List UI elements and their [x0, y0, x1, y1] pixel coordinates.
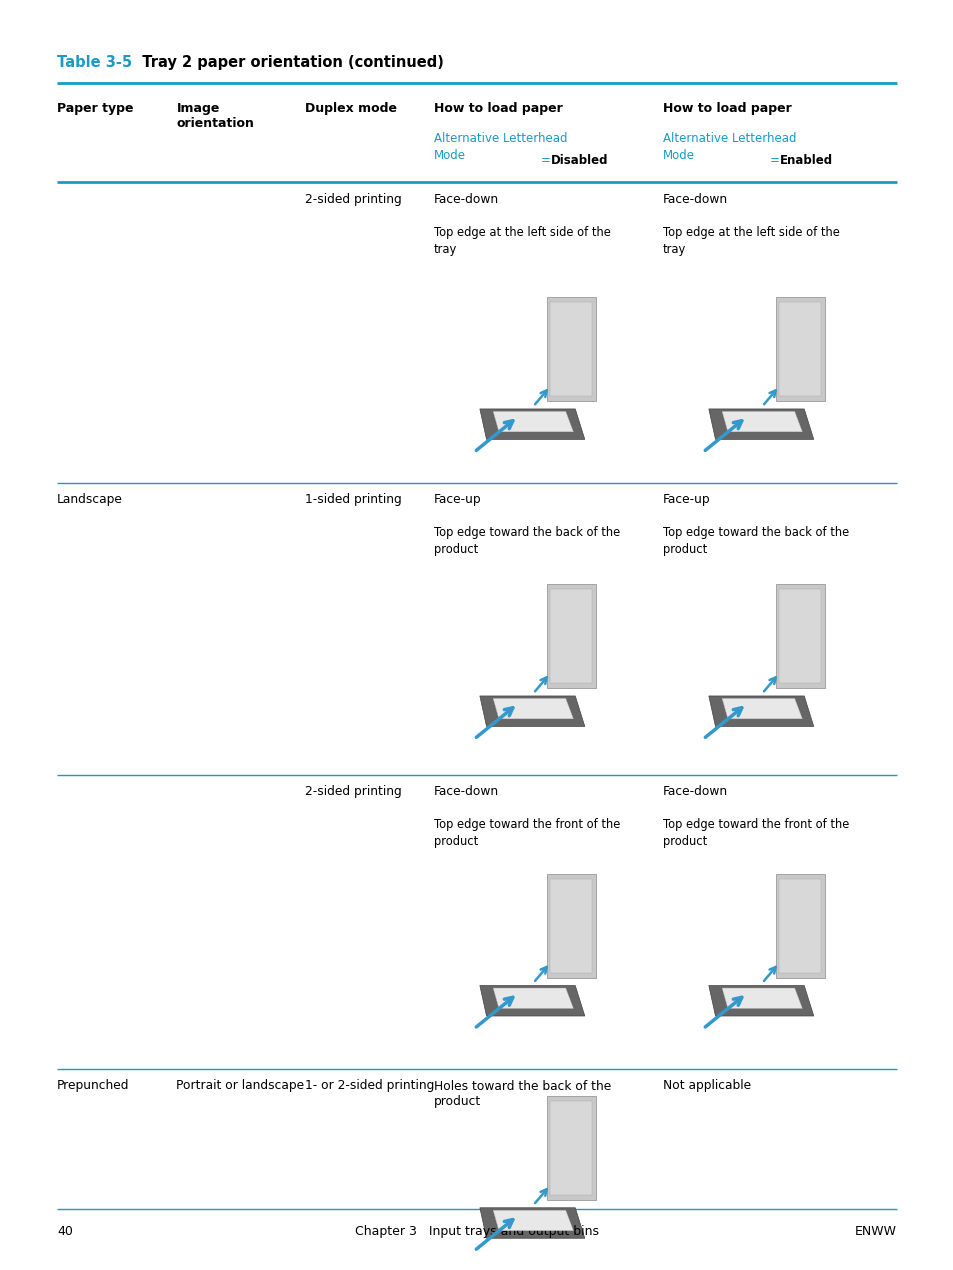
Bar — [775, 297, 824, 401]
Bar — [546, 1096, 596, 1200]
Text: Top edge toward the back of the
product: Top edge toward the back of the product — [662, 526, 848, 556]
Text: Top edge toward the back of the
product: Top edge toward the back of the product — [434, 526, 619, 556]
Text: Prepunched: Prepunched — [57, 1080, 130, 1092]
Polygon shape — [721, 411, 801, 432]
Bar — [779, 879, 821, 973]
Text: How to load paper: How to load paper — [434, 102, 562, 114]
Text: Face-down: Face-down — [434, 193, 498, 206]
Bar — [546, 584, 596, 688]
Polygon shape — [479, 986, 584, 1016]
Text: Face-up: Face-up — [662, 493, 710, 505]
Text: Top edge toward the front of the
product: Top edge toward the front of the product — [662, 818, 848, 848]
Bar — [550, 589, 592, 683]
Text: Landscape: Landscape — [57, 493, 123, 505]
Text: 40: 40 — [57, 1226, 73, 1238]
Text: Paper type: Paper type — [57, 102, 133, 114]
Bar — [779, 589, 821, 683]
Polygon shape — [721, 988, 801, 1008]
Text: Tray 2 paper orientation (continued): Tray 2 paper orientation (continued) — [132, 55, 443, 70]
Text: ENWW: ENWW — [854, 1226, 896, 1238]
Polygon shape — [479, 1208, 584, 1238]
Text: How to load paper: How to load paper — [662, 102, 791, 114]
Text: =: = — [540, 154, 554, 166]
Text: Image
orientation: Image orientation — [176, 102, 254, 130]
Polygon shape — [493, 411, 573, 432]
Polygon shape — [479, 409, 584, 439]
Bar — [546, 297, 596, 401]
Text: Not applicable: Not applicable — [662, 1080, 750, 1092]
Text: Chapter 3   Input trays and output bins: Chapter 3 Input trays and output bins — [355, 1226, 598, 1238]
Text: Duplex mode: Duplex mode — [305, 102, 396, 114]
Text: Face-down: Face-down — [662, 193, 727, 206]
Text: Disabled: Disabled — [550, 154, 607, 166]
Text: Alternative Letterhead
Mode: Alternative Letterhead Mode — [662, 132, 796, 163]
Polygon shape — [493, 698, 573, 719]
Polygon shape — [721, 698, 801, 719]
Polygon shape — [708, 696, 813, 726]
Text: Alternative Letterhead
Mode: Alternative Letterhead Mode — [434, 132, 567, 163]
Text: 1- or 2-sided printing: 1- or 2-sided printing — [305, 1080, 435, 1092]
Text: 1-sided printing: 1-sided printing — [305, 493, 401, 505]
Text: Face-up: Face-up — [434, 493, 481, 505]
Text: Top edge toward the front of the
product: Top edge toward the front of the product — [434, 818, 619, 848]
Bar — [550, 879, 592, 973]
Text: =: = — [769, 154, 782, 166]
Text: Enabled: Enabled — [779, 154, 832, 166]
Text: Top edge at the left side of the
tray: Top edge at the left side of the tray — [434, 226, 610, 257]
Text: 2-sided printing: 2-sided printing — [305, 785, 401, 798]
Polygon shape — [708, 986, 813, 1016]
Polygon shape — [479, 696, 584, 726]
Text: Table 3-5: Table 3-5 — [57, 55, 132, 70]
Polygon shape — [493, 988, 573, 1008]
Text: 2-sided printing: 2-sided printing — [305, 193, 401, 206]
Bar — [779, 302, 821, 396]
Polygon shape — [493, 1210, 573, 1231]
Text: Top edge at the left side of the
tray: Top edge at the left side of the tray — [662, 226, 839, 257]
Bar — [775, 584, 824, 688]
Text: Face-down: Face-down — [662, 785, 727, 798]
Bar — [550, 1101, 592, 1195]
Text: Holes toward the back of the
product: Holes toward the back of the product — [434, 1080, 611, 1107]
Bar — [550, 302, 592, 396]
Polygon shape — [708, 409, 813, 439]
Text: Face-down: Face-down — [434, 785, 498, 798]
Bar — [775, 874, 824, 978]
Bar — [546, 874, 596, 978]
Text: Portrait or landscape: Portrait or landscape — [176, 1080, 304, 1092]
